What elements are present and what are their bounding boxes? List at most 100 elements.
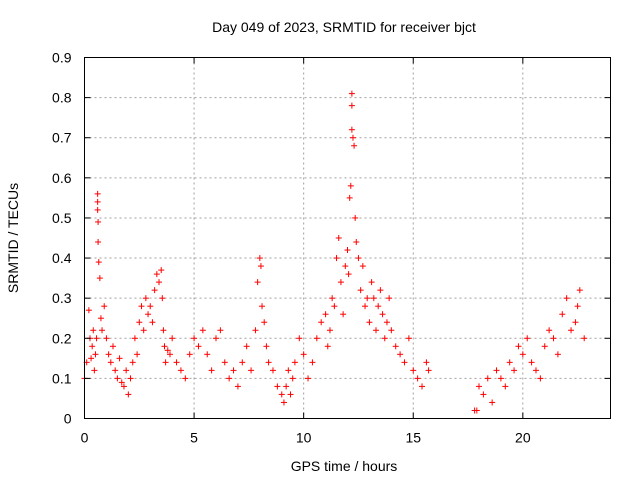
data-point — [574, 303, 581, 310]
data-point — [88, 355, 95, 362]
data-point — [309, 359, 316, 366]
data-point — [383, 319, 390, 326]
data-point — [123, 367, 130, 374]
data-point — [213, 335, 219, 342]
data-point — [506, 359, 513, 366]
x-tick-label: 0 — [81, 430, 89, 446]
data-point — [353, 239, 360, 246]
data-point — [138, 303, 145, 310]
data-point — [204, 351, 211, 358]
data-point — [147, 303, 154, 310]
data-point — [263, 343, 270, 350]
data-point — [355, 255, 362, 262]
data-point — [283, 383, 290, 390]
data-point — [550, 335, 557, 342]
data-point — [92, 351, 99, 358]
data-point — [329, 295, 336, 302]
data-point — [149, 319, 156, 326]
data-point — [177, 367, 184, 374]
data-point — [93, 335, 100, 342]
data-point — [274, 383, 281, 390]
data-point — [546, 327, 553, 334]
data-point — [156, 279, 163, 286]
data-point — [372, 327, 379, 334]
data-point — [563, 295, 570, 302]
data-point — [559, 311, 566, 318]
data-point — [572, 319, 579, 326]
data-point — [173, 359, 180, 366]
data-point — [217, 327, 224, 334]
data-point — [348, 126, 355, 133]
y-tick-label: 0.4 — [52, 250, 72, 266]
data-point — [239, 359, 246, 366]
data-point — [169, 335, 176, 342]
data-point — [127, 375, 134, 382]
y-tick-label: 0.2 — [52, 330, 72, 346]
data-point — [252, 327, 259, 334]
data-point — [511, 367, 518, 374]
chart-title: Day 049 of 2023, SRMTID for receiver bjc… — [212, 19, 476, 35]
data-point — [182, 375, 189, 382]
data-point — [324, 343, 331, 350]
data-point — [96, 275, 103, 282]
data-point — [221, 359, 228, 366]
data-point — [105, 351, 112, 358]
data-point — [419, 383, 426, 390]
data-point — [257, 263, 264, 270]
data-point — [94, 190, 101, 197]
data-point — [291, 359, 298, 366]
data-point — [195, 343, 202, 350]
data-point — [541, 343, 548, 350]
data-point — [305, 375, 312, 382]
data-point — [375, 303, 382, 310]
data-point — [352, 214, 359, 221]
grid-lines — [84, 57, 611, 419]
data-point — [101, 303, 108, 310]
data-point — [348, 90, 355, 97]
data-point — [473, 407, 480, 414]
data-point — [145, 311, 152, 318]
data-point — [381, 335, 388, 342]
data-point — [259, 303, 266, 310]
y-tick-labels: 0 0.1 0.2 0.3 0.4 0.5 0.6 0.7 0.8 0.9 — [52, 50, 72, 427]
data-point — [322, 311, 329, 318]
data-point — [313, 335, 320, 342]
data-point — [129, 359, 136, 366]
data-points — [81, 90, 588, 414]
data-point — [261, 319, 268, 326]
data-point — [357, 287, 364, 294]
data-point — [502, 383, 509, 390]
data-point — [348, 102, 355, 109]
data-point — [280, 399, 287, 406]
data-point — [484, 375, 491, 382]
data-point — [94, 198, 101, 205]
y-tick-label: 0.3 — [52, 290, 72, 306]
data-point — [410, 367, 417, 374]
axis-ticks — [84, 57, 611, 419]
data-point — [340, 311, 347, 318]
data-point — [287, 391, 294, 398]
data-point — [151, 287, 158, 294]
y-tick-label: 0.5 — [52, 210, 72, 226]
data-point — [347, 182, 354, 189]
data-point — [90, 327, 97, 334]
data-point — [581, 335, 588, 342]
plot-frame — [84, 57, 611, 419]
data-point — [99, 327, 106, 334]
data-point — [497, 375, 504, 382]
data-point — [118, 379, 125, 386]
data-point — [278, 391, 285, 398]
data-point — [131, 335, 138, 342]
data-point — [537, 375, 544, 382]
data-point — [164, 347, 171, 354]
data-point — [97, 315, 104, 322]
data-point — [120, 383, 127, 390]
data-point — [285, 367, 292, 374]
data-point — [370, 295, 377, 302]
y-tick-label: 0.6 — [52, 170, 72, 186]
data-point — [366, 319, 373, 326]
data-point — [109, 343, 116, 350]
data-point — [480, 391, 487, 398]
data-point — [95, 239, 102, 246]
